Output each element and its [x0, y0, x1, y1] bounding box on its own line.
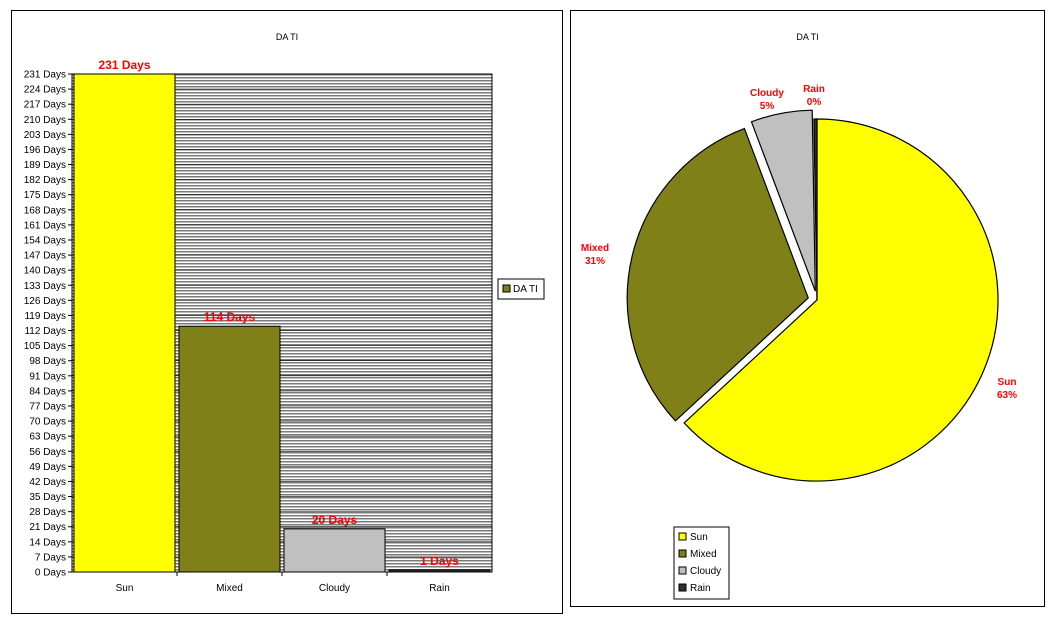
legend-label: Mixed	[690, 549, 717, 560]
pie-chart: Sun 63% Mixed 31% Cloudy 5% Rain 0% Sun Mixed Clou…	[581, 84, 1017, 600]
bar-data-label: 231 Days	[98, 58, 150, 72]
x-tick-label: Sun	[116, 583, 134, 594]
y-tick-label: 56 Days	[29, 447, 66, 458]
x-tick-label: Rain	[429, 583, 450, 594]
y-tick-label: 133 Days	[24, 281, 66, 292]
legend-box	[497, 278, 545, 300]
pie-percent-label: 0%	[807, 97, 822, 108]
pie-category-label: Mixed	[581, 243, 609, 254]
x-tick-label: Mixed	[216, 583, 243, 594]
bar-data-label: 1 Days	[420, 554, 459, 568]
bar-chart-title: DA TI	[275, 32, 299, 42]
pie-percent-label: 63%	[997, 390, 1017, 401]
y-tick-label: 7 Days	[35, 552, 66, 563]
y-tick-label: 77 Days	[29, 402, 66, 413]
pie-slice	[626, 127, 809, 422]
legend-label: DA TI	[513, 284, 538, 295]
y-tick-label: 140 Days	[24, 266, 66, 277]
y-tick-label: 161 Days	[24, 220, 66, 231]
y-tick-label: 35 Days	[29, 492, 66, 503]
y-tick-label: 0 Days	[35, 568, 66, 579]
bar	[73, 73, 176, 573]
y-tick-label: 182 Days	[24, 175, 66, 186]
x-tick-label: Cloudy	[319, 583, 350, 594]
bar	[178, 325, 281, 573]
bar	[283, 528, 386, 573]
y-tick-label: 203 Days	[24, 130, 66, 141]
y-tick-label: 154 Days	[24, 236, 66, 247]
pie-category-label: Rain	[803, 84, 825, 95]
bar	[388, 569, 491, 573]
y-tick-label: 98 Days	[29, 356, 66, 367]
pie-percent-label: 5%	[760, 101, 775, 112]
y-tick-label: 49 Days	[29, 462, 66, 473]
legend-swatch	[678, 583, 687, 592]
bar-data-label: 114 Days	[204, 310, 256, 324]
pie-slice	[683, 118, 999, 482]
y-tick-label: 21 Days	[29, 522, 66, 533]
legend-swatch	[502, 284, 511, 293]
y-tick-label: 217 Days	[24, 100, 66, 111]
y-tick-label: 224 Days	[24, 85, 66, 96]
y-tick-label: 84 Days	[29, 386, 66, 397]
pie-slice	[750, 109, 816, 292]
y-tick-label: 42 Days	[29, 477, 66, 488]
pie-chart-panel: DA TI Sun 63% Mixed 31% Cloudy 5% Rain 0% Sun Mix…	[570, 10, 1045, 607]
y-tick-label: 119 Days	[24, 311, 66, 322]
y-tick-label: 91 Days	[29, 371, 66, 382]
pie-percent-label: 31%	[585, 256, 605, 267]
bar-data-label: 20 Days	[312, 513, 358, 527]
y-tick-label: 105 Days	[24, 341, 66, 352]
bar-legend: DA TI	[497, 278, 545, 300]
legend-swatch	[678, 532, 687, 541]
y-tick-label: 70 Days	[29, 417, 66, 428]
y-tick-label: 126 Days	[24, 296, 66, 307]
bar-chart: 0 Days 7 Days 14 Days 21 Days 28 Days 35 Days…	[24, 58, 545, 594]
y-tick-label: 14 Days	[29, 537, 66, 548]
y-tick-label: 189 Days	[24, 160, 66, 171]
pie-slice	[813, 118, 818, 301]
y-tick-label: 63 Days	[29, 432, 66, 443]
y-tick-label: 231 Days	[24, 70, 66, 81]
y-tick-label: 147 Days	[24, 251, 66, 262]
legend-label: Rain	[690, 583, 711, 594]
pie-category-label: Sun	[998, 377, 1017, 388]
legend-swatch	[678, 566, 687, 575]
legend-label: Sun	[690, 532, 708, 543]
y-tick-label: 168 Days	[24, 205, 66, 216]
pie-legend: Sun Mixed Cloudy Rain	[673, 526, 730, 600]
pie-chart-title: DA TI	[796, 32, 819, 42]
bar-chart-panel: DA TI 0 Days 7 Days 14 Days 21 Days 28 Days 3…	[11, 10, 563, 614]
pie-category-label: Cloudy	[750, 88, 784, 99]
legend-label: Cloudy	[690, 566, 721, 577]
y-tick-label: 210 Days	[24, 115, 66, 126]
y-tick-label: 175 Days	[24, 190, 66, 201]
y-tick-label: 196 Days	[24, 145, 66, 156]
y-tick-label: 28 Days	[29, 507, 66, 518]
legend-swatch	[678, 549, 687, 558]
y-tick-label: 112 Days	[24, 326, 66, 337]
